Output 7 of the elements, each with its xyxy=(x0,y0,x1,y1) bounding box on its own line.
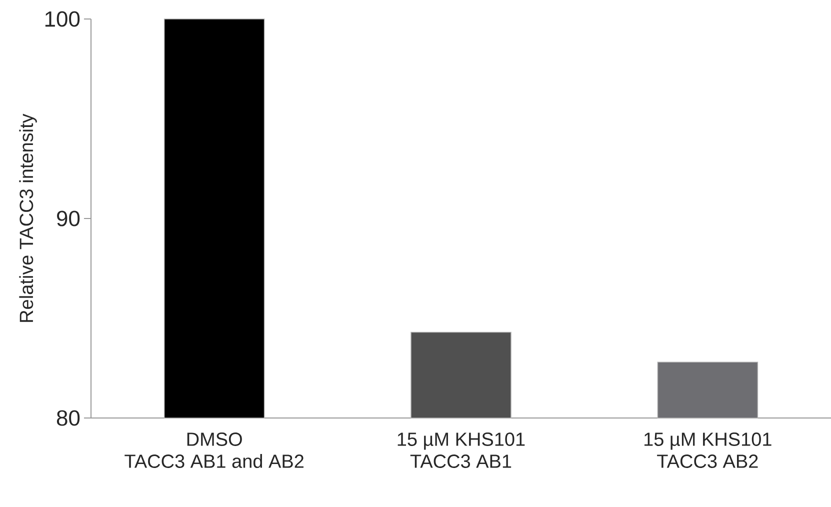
y-axis-title: Relative TACC3 intensity xyxy=(19,114,37,322)
y-tick-label: 80 xyxy=(56,410,80,426)
x-tick-label: DMSO TACC3 AB1 and AB2 xyxy=(124,432,304,468)
y-tick-label: 100 xyxy=(45,11,80,27)
x-tick-label: 15 µM KHS101 TACC3 AB1 xyxy=(398,432,525,468)
x-tick-label: 15 µM KHS101 TACC3 AB2 xyxy=(644,432,772,468)
y-tick-label: 90 xyxy=(57,210,80,226)
